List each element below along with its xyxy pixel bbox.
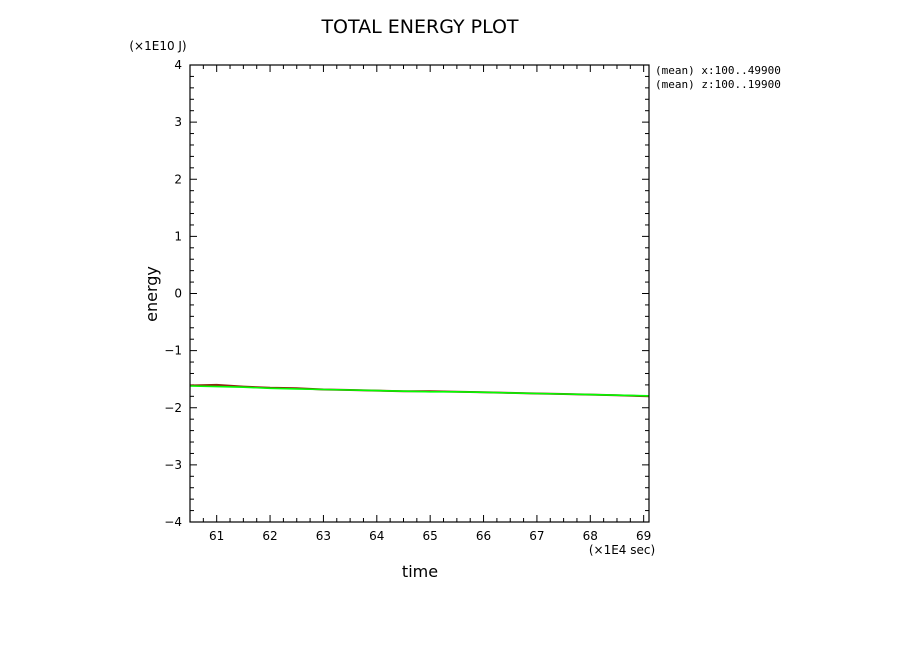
chart-title: TOTAL ENERGY PLOT <box>320 16 518 38</box>
x-tick-label: 68 <box>583 529 598 543</box>
series-lines <box>189 383 650 398</box>
x-tick-label: 64 <box>369 529 384 543</box>
y-tick-label: 1 <box>174 229 182 243</box>
y-tick-label: 3 <box>174 115 182 129</box>
x-tick-label: 65 <box>423 529 438 543</box>
y-tick-label: 0 <box>174 287 182 301</box>
x-tick-label: 62 <box>262 529 277 543</box>
x-tick-label: 66 <box>476 529 491 543</box>
y-tick-label: −2 <box>164 401 182 415</box>
plot-frame <box>189 64 650 523</box>
x-axis-unit: (×1E4 sec) <box>589 543 655 557</box>
x-tick-label: 61 <box>209 529 224 543</box>
annotation-mean-x: (mean) x:100..49900 <box>655 64 781 77</box>
y-axis-label: energy <box>142 266 161 322</box>
y-tick-label: −4 <box>164 515 182 529</box>
annotation-mean-z: (mean) z:100..19900 <box>655 78 781 91</box>
y-axis-unit: (×1E10 J) <box>129 39 186 53</box>
series-line-2 <box>189 385 650 397</box>
y-tick-label: −1 <box>164 344 182 358</box>
axis-ticks: 61 62 63 64 65 66 67 68 69 −4 −3 −2 −1 0 1 2 3 4 <box>164 58 651 543</box>
y-tick-label: −3 <box>164 458 182 472</box>
y-tick-label: 4 <box>174 58 182 72</box>
x-tick-label: 63 <box>316 529 331 543</box>
x-tick-label: 69 <box>636 529 651 543</box>
x-tick-label: 67 <box>529 529 544 543</box>
y-tick-label: 2 <box>174 172 182 186</box>
x-axis-label: time <box>402 562 438 581</box>
